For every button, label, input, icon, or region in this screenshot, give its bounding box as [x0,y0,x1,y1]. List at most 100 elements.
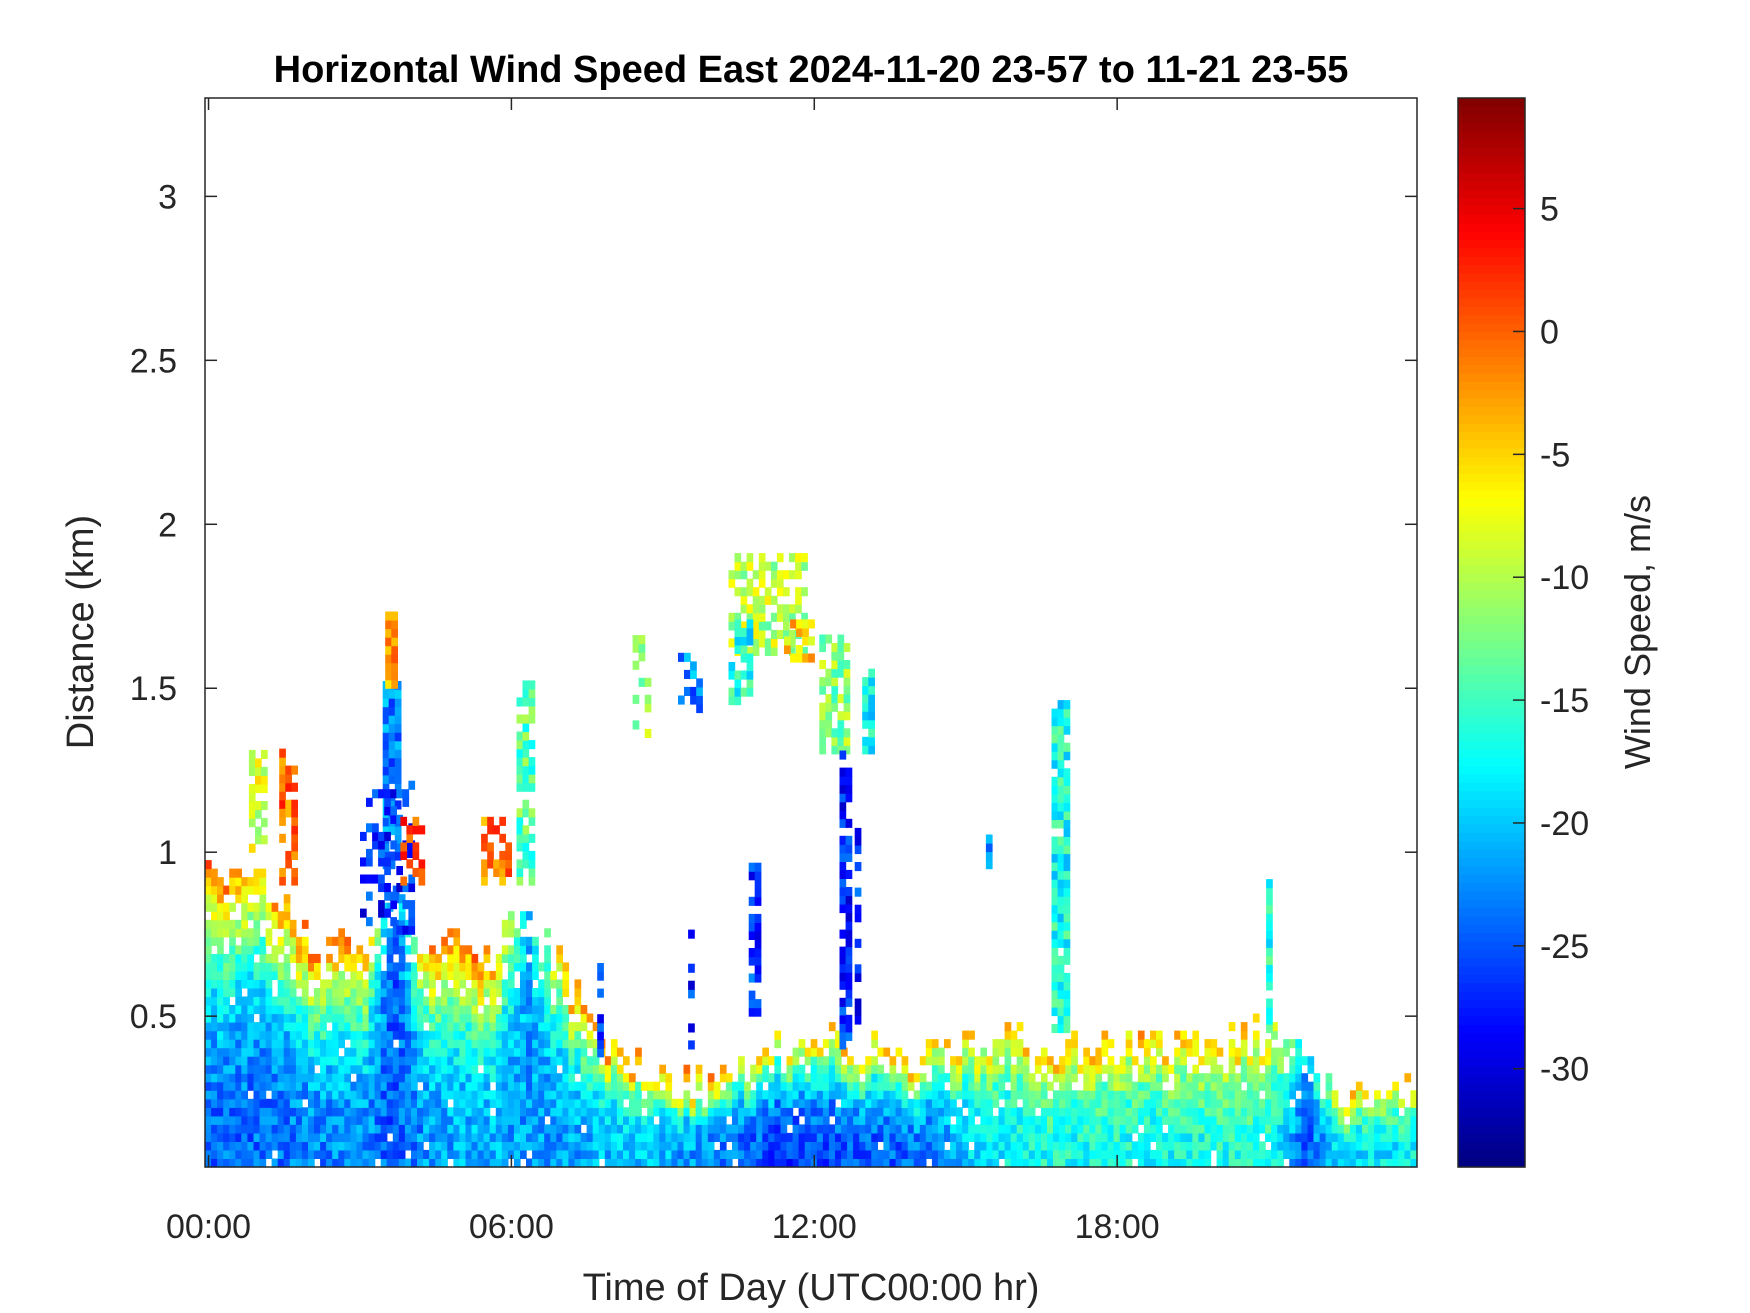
heatmap-cell [1083,1098,1090,1108]
heatmap-cell [1277,1081,1284,1091]
heatmap-cell [1156,1073,1163,1083]
heatmap-cell [671,1107,679,1117]
heatmap-cell [390,806,397,816]
heatmap-cell [507,1081,515,1091]
heatmap-cell [1095,1115,1103,1125]
heatmap-cell [459,1141,467,1151]
heatmap-cell [356,1013,364,1023]
heatmap-cell [308,1098,315,1108]
heatmap-cell [356,979,364,989]
heatmap-cell [604,1098,612,1108]
heatmap-cell [1063,981,1071,991]
heatmap-cell [1174,1056,1181,1066]
heatmap-cell [459,1081,467,1091]
heatmap-cell [513,928,521,938]
heatmap-cell [871,1073,878,1083]
heatmap-cell [429,1030,436,1040]
heatmap-cell [992,1047,1000,1057]
heatmap-cell [344,953,351,963]
heatmap-cell [259,1030,267,1040]
heatmap-cell [1240,1073,1248,1083]
heatmap-cell [501,1064,509,1074]
heatmap-cell [750,1073,757,1083]
heatmap-cell [1240,1124,1248,1134]
heatmap-cell [746,646,754,656]
heatmap-cell [871,1158,878,1168]
colorbar-segment [1458,1058,1525,1068]
heatmap-cell [641,1081,648,1091]
heatmap-cell [326,1005,333,1015]
heatmap-cell [344,945,351,955]
heatmap-cell [453,945,461,955]
heatmap-cell [752,612,760,622]
heatmap-cell [925,1107,933,1117]
heatmap-cell [1051,836,1059,846]
heatmap-cell [247,1013,255,1023]
heatmap-cell [768,1149,775,1159]
heatmap-cell [271,1132,279,1142]
heatmap-cell [980,1090,988,1100]
heatmap-cell [483,1115,491,1125]
heatmap-cell [441,1115,448,1125]
heatmap-cell [326,1124,333,1134]
heatmap-cell [350,1149,358,1159]
heatmap-cell [1331,1124,1339,1134]
colorbar-segment [1458,181,1525,191]
heatmap-cell [839,972,847,982]
heatmap-cell [683,1115,691,1125]
heatmap-cell [495,1107,503,1117]
heatmap-cell [308,1030,315,1040]
heatmap-cell [1283,1047,1290,1057]
heatmap-cell [550,1030,557,1040]
heatmap-cell [845,955,853,965]
heatmap-cell [1051,759,1059,769]
heatmap-cell [385,662,392,672]
heatmap-cell [235,1098,242,1108]
heatmap-cell [562,962,570,972]
heatmap-cell [374,1064,382,1074]
heatmap-cell [1362,1149,1369,1159]
heatmap-cell [1228,1098,1236,1108]
heatmap-cell [684,686,691,696]
colorbar-segment [1458,832,1525,842]
heatmap-cell [396,866,403,876]
heatmap-cell [247,979,255,989]
heatmap-cell [574,1039,582,1049]
heatmap-cell [1077,1124,1084,1134]
heatmap-cell [1063,785,1071,795]
heatmap-cell [653,1081,660,1091]
heatmap-cell [1071,1056,1078,1066]
heatmap-cell [241,1047,248,1057]
heatmap-cell [235,1132,242,1142]
heatmap-cell [382,826,390,836]
heatmap-cell [528,757,536,767]
heatmap-cell [707,1081,715,1091]
heatmap-cell [853,1141,860,1151]
heatmap-cell [229,1081,236,1091]
heatmap-cell [925,1141,933,1151]
heatmap-cell [247,877,255,887]
heatmap-cell [538,1005,545,1015]
chart-title: Horizontal Wind Speed East 2024-11-20 23… [274,49,1349,91]
heatmap-cell [1101,1081,1109,1091]
heatmap-cell [253,945,261,955]
heatmap-cell [1186,1073,1193,1083]
heatmap-cell [665,1098,673,1108]
heatmap-cell [459,962,467,972]
heatmap-cell [1156,1107,1163,1117]
heatmap-cell [544,1107,551,1117]
heatmap-cell [816,1107,824,1117]
heatmap-cell [538,996,545,1006]
heatmap-cell [241,902,248,912]
heatmap-cell [453,1005,461,1015]
heatmap-cell [839,750,847,760]
heatmap-cell [1265,1090,1272,1100]
heatmap-cell [320,988,327,998]
heatmap-cell [1010,1030,1018,1040]
heatmap-cell [1392,1149,1399,1159]
heatmap-cell [1216,1073,1224,1083]
heatmap-cell [1240,1030,1248,1040]
heatmap-cell [229,1098,236,1108]
heatmap-cell [748,922,756,932]
heatmap-cell [635,1107,642,1117]
